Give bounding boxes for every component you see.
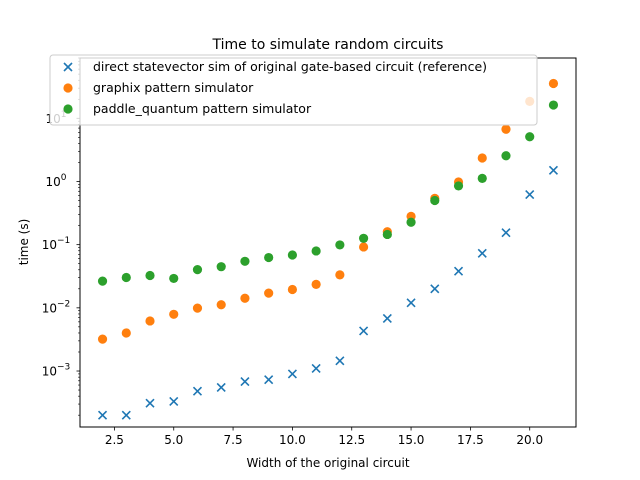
data-point xyxy=(240,293,250,303)
data-point xyxy=(358,242,369,252)
data-point xyxy=(145,270,155,281)
x-tick-label: 12.5 xyxy=(338,433,365,447)
data-point xyxy=(525,190,535,200)
data-point xyxy=(192,264,203,275)
data-point xyxy=(169,273,179,284)
data-point xyxy=(548,100,559,110)
data-point xyxy=(97,410,108,420)
data-point xyxy=(501,151,511,161)
data-point xyxy=(121,272,131,283)
data-point xyxy=(121,410,131,420)
data-point xyxy=(216,262,226,272)
legend-marker-x xyxy=(63,62,73,72)
data-point xyxy=(548,165,559,175)
data-point xyxy=(453,266,464,276)
x-tick-label: 2.5 xyxy=(105,433,124,447)
data-point xyxy=(145,398,155,408)
data-point xyxy=(335,270,345,280)
data-point xyxy=(382,313,392,323)
data-point xyxy=(192,386,203,396)
data-point xyxy=(192,303,203,313)
legend-marker-dot-shape xyxy=(63,83,73,93)
data-point xyxy=(477,173,487,183)
data-point xyxy=(501,228,511,238)
data-point xyxy=(240,377,250,387)
data-point xyxy=(311,246,321,256)
data-point xyxy=(121,328,131,338)
data-point xyxy=(216,382,226,392)
legend-marker-x-shape xyxy=(63,62,73,72)
legend-marker-dot xyxy=(63,104,73,114)
data-point xyxy=(287,250,298,260)
data-point xyxy=(240,256,250,266)
series-2 xyxy=(97,100,559,286)
data-point xyxy=(264,252,274,263)
data-point xyxy=(169,396,179,407)
legend-box xyxy=(49,54,538,126)
legend-entry-graphix: graphix pattern simulator xyxy=(63,80,254,95)
data-point xyxy=(97,334,108,344)
data-point xyxy=(525,132,535,142)
x-axis-label: Width of the original circuit xyxy=(246,456,409,470)
data-point xyxy=(287,284,298,295)
data-point xyxy=(335,240,345,250)
data-point xyxy=(145,316,155,326)
y-axis-label: time (s) xyxy=(17,219,31,266)
x-axis-ticks: 2.5 5.0 7.5 10.0 12.5 15.0 17.5 20.0 xyxy=(105,427,543,447)
legend-label: graphix pattern simulator xyxy=(93,80,254,95)
x-tick-label: 20.0 xyxy=(516,433,543,447)
legend-marker-dot-shape xyxy=(63,104,73,114)
legend: direct statevector sim of original gate-… xyxy=(49,54,538,126)
legend-label: paddle_quantum pattern simulator xyxy=(93,101,312,116)
x-tick-label: 5.0 xyxy=(164,433,183,447)
data-point xyxy=(382,229,392,240)
x-tick-label: 17.5 xyxy=(457,433,484,447)
data-point xyxy=(430,284,440,294)
data-point xyxy=(453,181,464,191)
legend-label: direct statevector sim of original gate-… xyxy=(93,59,487,74)
data-point xyxy=(216,300,226,310)
data-point xyxy=(311,363,321,373)
x-tick-label: 10.0 xyxy=(279,433,306,447)
data-point xyxy=(406,217,416,227)
data-point xyxy=(430,195,440,206)
x-tick-label: 15.0 xyxy=(398,433,425,447)
data-point xyxy=(287,369,297,379)
data-point xyxy=(359,326,369,336)
data-point xyxy=(358,233,369,243)
data-point xyxy=(169,309,179,319)
legend-entry-reference: direct statevector sim of original gate-… xyxy=(63,59,487,74)
data-point xyxy=(477,248,487,258)
data-point xyxy=(264,288,274,298)
data-point xyxy=(311,279,321,289)
legend-entry-paddle: paddle_quantum pattern simulator xyxy=(63,101,312,116)
data-point xyxy=(548,78,559,89)
data-point xyxy=(406,298,416,308)
chart-title: Time to simulate random circuits xyxy=(212,37,444,53)
data-point xyxy=(501,124,511,134)
data-point xyxy=(264,375,274,385)
x-tick-label: 7.5 xyxy=(224,433,243,447)
series-0 xyxy=(97,165,559,420)
data-point xyxy=(477,153,487,163)
legend-marker-dot xyxy=(63,83,73,93)
data-point xyxy=(97,276,108,286)
data-point xyxy=(335,356,345,366)
